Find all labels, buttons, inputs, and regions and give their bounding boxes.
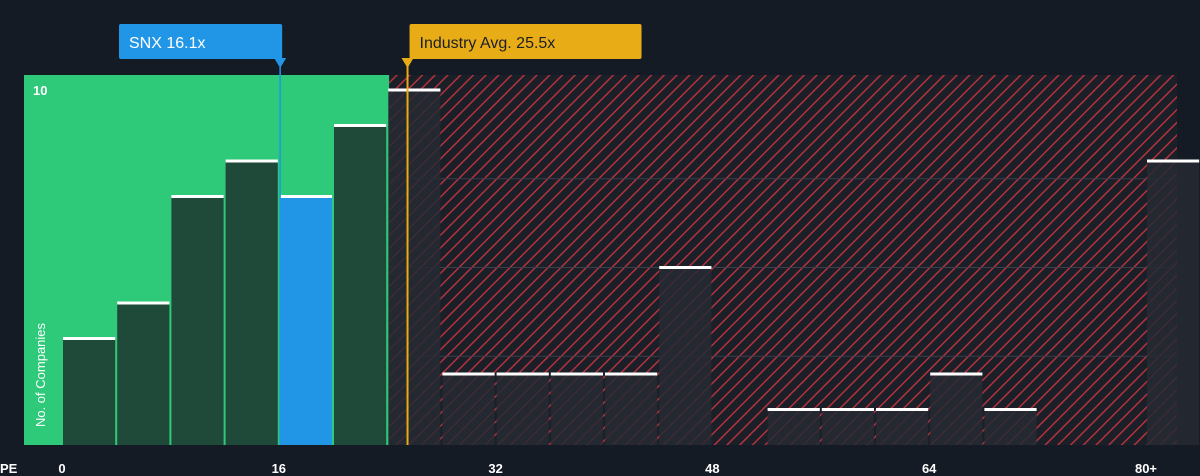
bar-top-64 [930, 372, 983, 376]
bar-28 [442, 374, 495, 445]
bar-52 [767, 409, 820, 445]
x-tick-48: 48 [705, 461, 719, 476]
x-axis-label: PE [0, 461, 18, 476]
bar-36 [550, 374, 603, 445]
x-tick-16: 16 [272, 461, 286, 476]
bar-top-20 [334, 124, 387, 127]
bar-16 [279, 196, 332, 445]
x-tick-32: 32 [488, 461, 502, 476]
bar-top-32 [496, 372, 549, 376]
bar-80 [1147, 161, 1200, 445]
gridlines [389, 178, 1177, 357]
bar-56 [821, 409, 874, 445]
bar-40 [605, 374, 658, 445]
bar-top-0 [63, 337, 116, 340]
bar-top-56 [821, 408, 874, 411]
bar-top-16 [279, 195, 332, 198]
y-axis-ticks: 10 [33, 83, 47, 98]
bar-8 [171, 196, 224, 445]
bar-top-60 [876, 408, 929, 411]
x-tick-0: 0 [58, 461, 65, 476]
x-tick-80: 80+ [1135, 461, 1157, 476]
bar-top-28 [442, 372, 495, 376]
bar-top-68 [984, 408, 1037, 411]
company-pe-label: SNX 16.1x [129, 35, 205, 52]
bar-top-36 [550, 372, 603, 376]
bar-0 [63, 338, 116, 445]
bar-44 [659, 267, 712, 445]
x-axis-ticks: 0 16 32 48 64 80+ [58, 461, 1157, 476]
y-tick-10: 10 [33, 83, 47, 98]
bar-4 [117, 303, 170, 445]
bar-top-12 [225, 159, 278, 163]
bar-top-8 [171, 195, 224, 198]
industry-avg-callout: Industry Avg. 25.5x [401, 24, 642, 68]
histogram-bars [63, 88, 1200, 445]
y-axis-label: No. of Companies [33, 322, 48, 427]
company-pe-callout-box [119, 24, 283, 59]
industry-avg-callout-box [409, 24, 642, 59]
bar-64 [930, 374, 983, 445]
bar-top-4 [117, 301, 170, 305]
bar-60 [876, 409, 929, 445]
bar-top-40 [605, 372, 658, 376]
bar-top-52 [767, 408, 820, 411]
bar-68 [984, 409, 1037, 445]
bar-12 [225, 161, 278, 445]
bar-24 [388, 90, 441, 445]
industry-avg-callout-pointer [401, 58, 414, 68]
bar-20 [334, 125, 387, 445]
company-pe-callout: SNX 16.1x [119, 24, 287, 68]
company-pe-callout-pointer [274, 58, 287, 68]
x-tick-64: 64 [922, 461, 937, 476]
bar-top-44 [659, 266, 712, 269]
bar-top-24 [388, 88, 441, 92]
bar-32 [496, 374, 549, 445]
industry-avg-label: Industry Avg. 25.5x [420, 35, 556, 52]
bar-top-80 [1147, 159, 1200, 163]
